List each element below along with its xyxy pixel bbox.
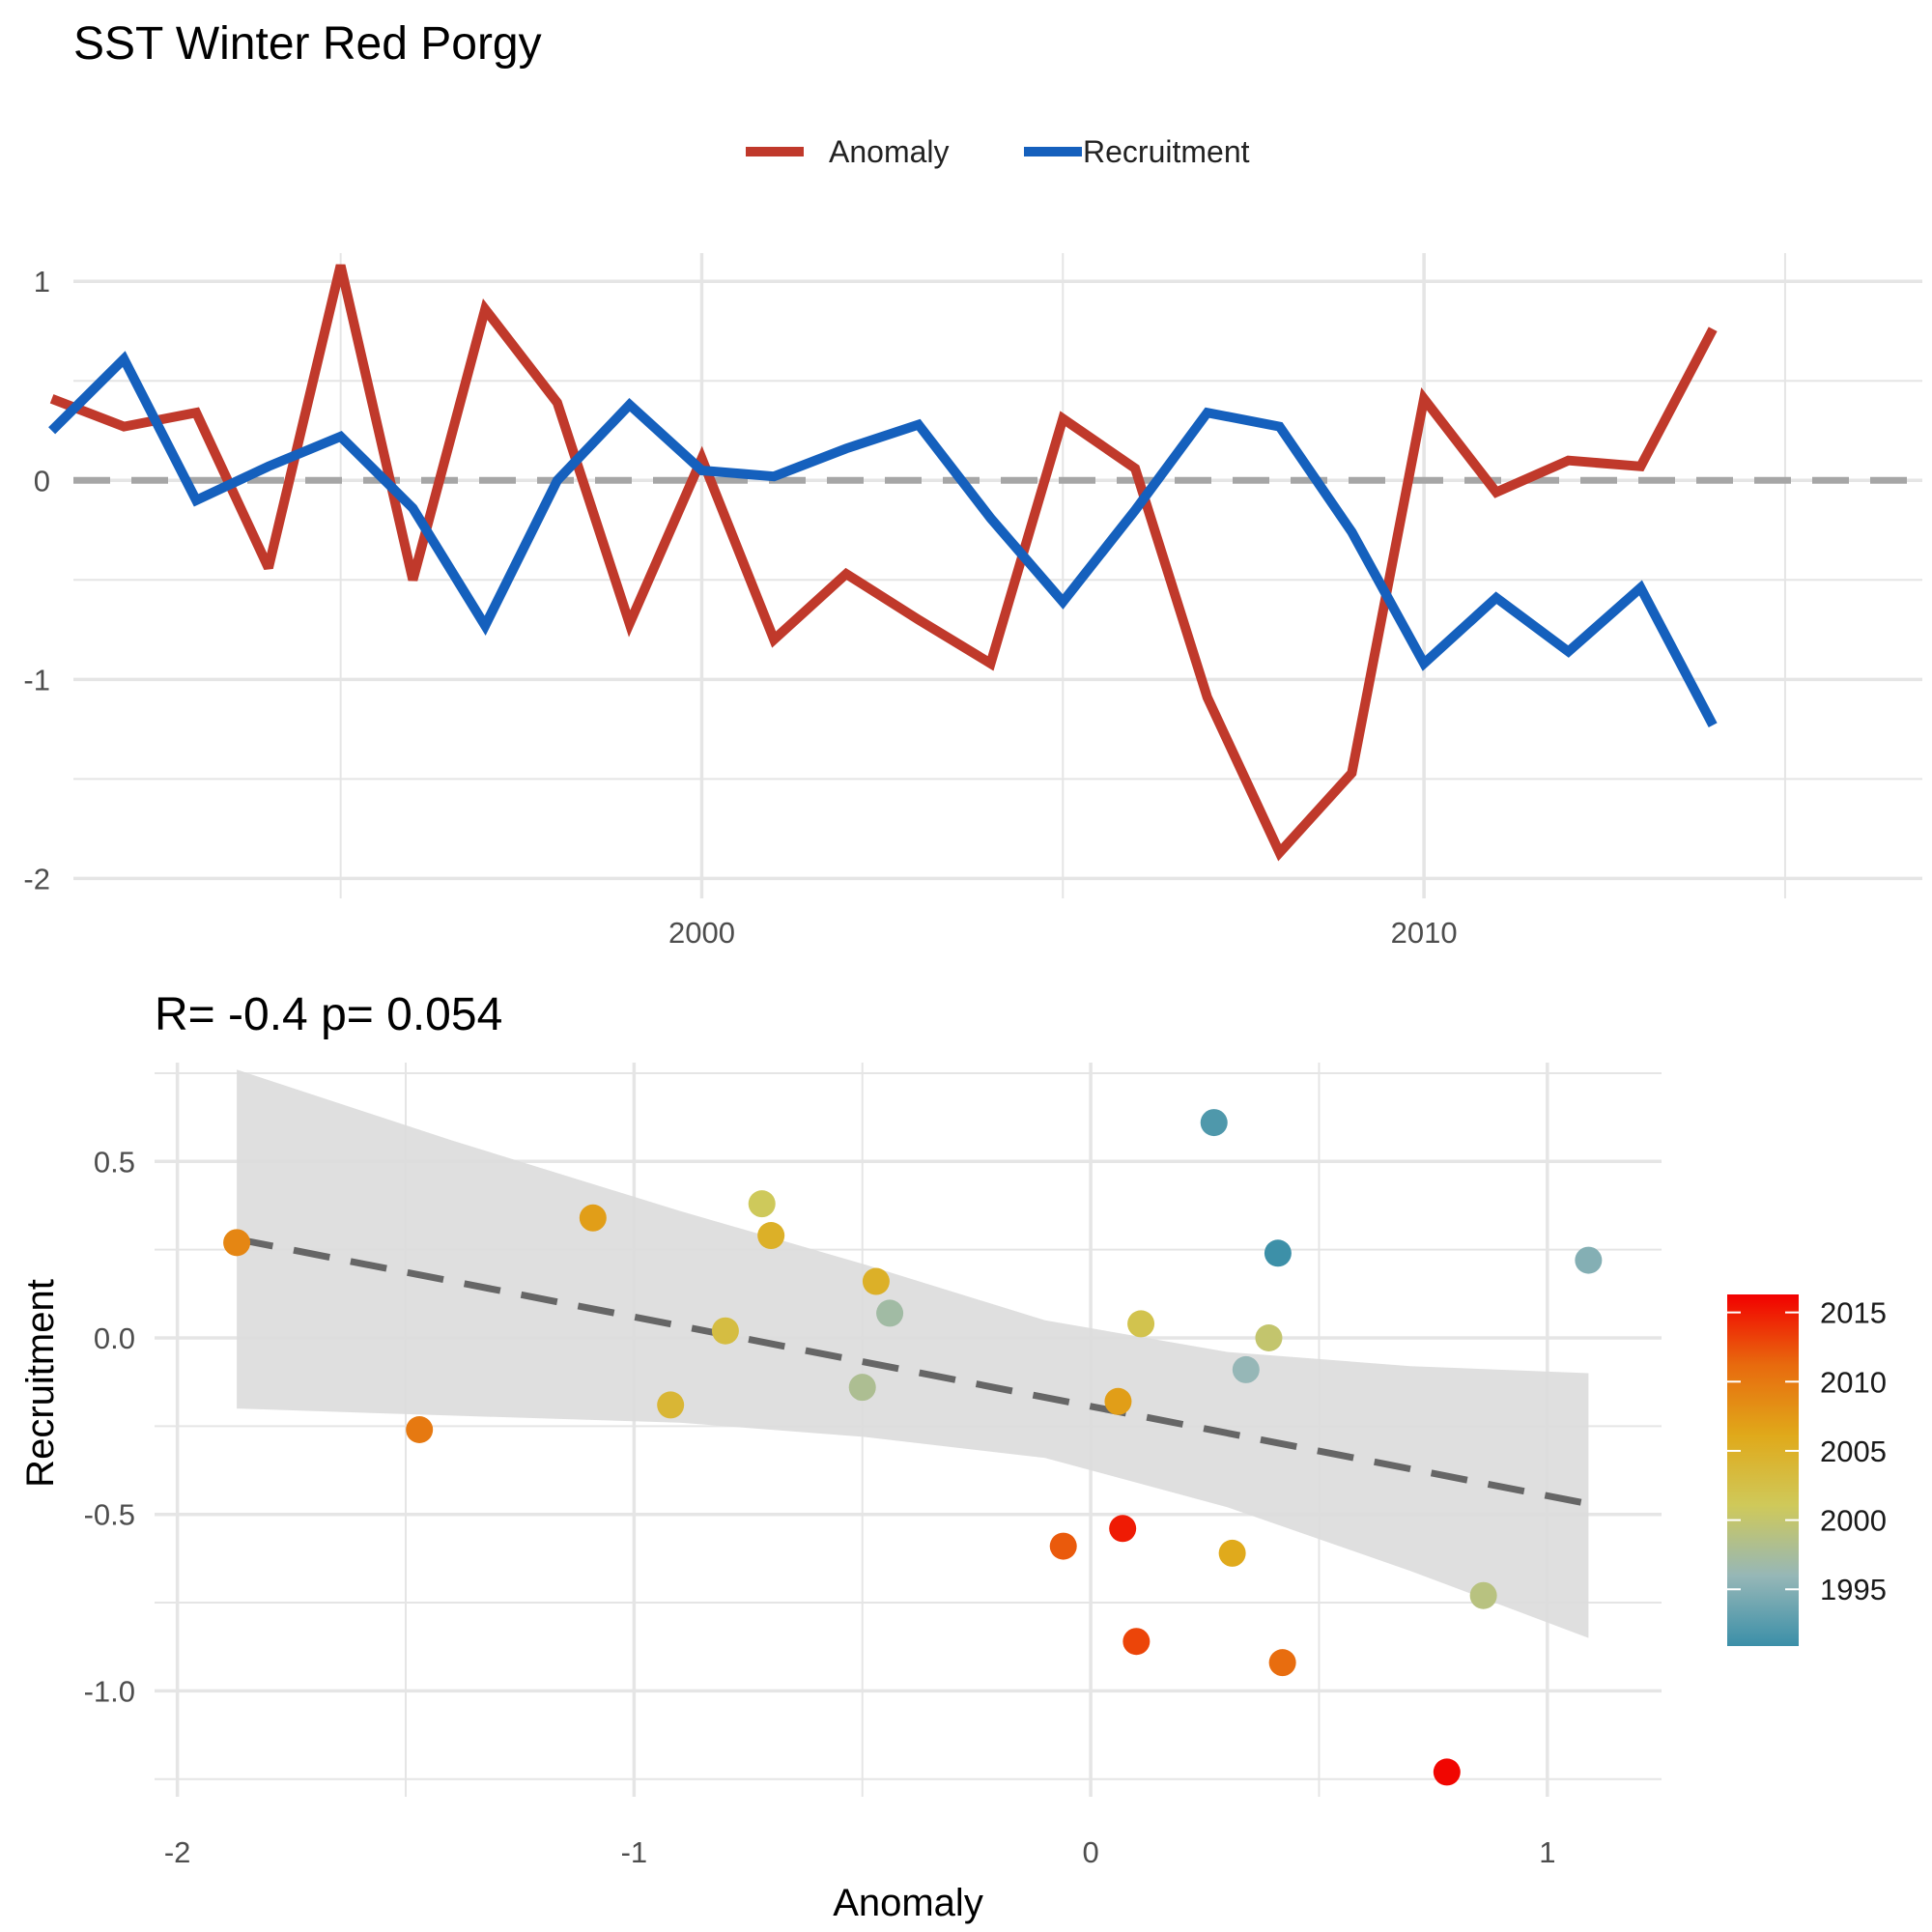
y-tick-label: 0 (34, 464, 50, 497)
colorbar-label: 2010 (1820, 1365, 1887, 1399)
x-tick-label: 2000 (668, 916, 735, 950)
x-tick-label: 2010 (1391, 916, 1458, 950)
y-tick-label: 0.5 (94, 1145, 135, 1179)
scatter-point (1575, 1246, 1603, 1274)
timeseries-panel: 1 0 -1 -2 2000 2010 (23, 253, 1922, 950)
scatter-point (748, 1190, 776, 1218)
x-tick-label: -1 (621, 1835, 648, 1869)
scatter-point (1268, 1649, 1296, 1677)
recruitment-series-line (48, 351, 1718, 728)
scatter-point (1200, 1109, 1228, 1137)
scatter-point (1232, 1355, 1260, 1383)
scatter-point (1255, 1324, 1283, 1351)
scatter-point (223, 1229, 251, 1257)
y-tick-label: -1.0 (84, 1674, 135, 1708)
colorbar-label: 2005 (1820, 1435, 1887, 1468)
scatter-point (1104, 1387, 1132, 1415)
scatter-point (657, 1391, 685, 1419)
anomaly-series-line (49, 264, 1718, 862)
legend-anomaly-label: Anomaly (829, 134, 950, 169)
y-tick-label: -2 (23, 862, 50, 895)
scatter-point (1109, 1515, 1137, 1543)
legend-recruitment-label: Recruitment (1083, 134, 1250, 169)
x-tick-label: 0 (1082, 1835, 1098, 1869)
scatter-point (1127, 1310, 1155, 1338)
y-tick-label: 0.0 (94, 1321, 135, 1355)
scatter-point (1433, 1758, 1461, 1786)
colorbar-label: 2000 (1820, 1504, 1887, 1538)
colorbar: 2015 2010 2005 2000 1995 (1727, 1294, 1887, 1646)
x-tick-label: 1 (1539, 1835, 1555, 1869)
legend: Anomaly Recruitment (746, 134, 1250, 169)
scatter-point (406, 1416, 434, 1443)
colorbar-label: 2015 (1820, 1296, 1887, 1330)
y-tick-label: 1 (34, 265, 50, 298)
scatter-panel: 0.5 0.0 -0.5 -1.0 -2 -1 0 1 (84, 1063, 1662, 1869)
scatter-point (1218, 1539, 1246, 1567)
scatter-point (1469, 1581, 1497, 1609)
scatter-point (1264, 1239, 1292, 1267)
stat-label: R= -0.4 p= 0.054 (155, 989, 502, 1040)
x-axis-title: Anomaly (833, 1882, 983, 1924)
scatter-point (876, 1299, 904, 1327)
scatter-point (848, 1374, 876, 1402)
scatter-point (579, 1204, 607, 1232)
scatter-point (862, 1267, 890, 1295)
confidence-band (237, 1069, 1589, 1638)
y-tick-label: -1 (23, 663, 50, 696)
y-tick-label: -0.5 (84, 1498, 135, 1532)
scatter-point (757, 1222, 785, 1250)
y-axis-title: Recruitment (19, 1279, 62, 1488)
scatter-point (711, 1317, 739, 1345)
scatter-point (1122, 1628, 1151, 1656)
colorbar-label: 1995 (1820, 1573, 1887, 1606)
colorbar-bar (1727, 1294, 1799, 1646)
scatter-point (1049, 1532, 1077, 1560)
chart-title: SST Winter Red Porgy (73, 18, 542, 70)
x-tick-label: -2 (164, 1835, 191, 1869)
